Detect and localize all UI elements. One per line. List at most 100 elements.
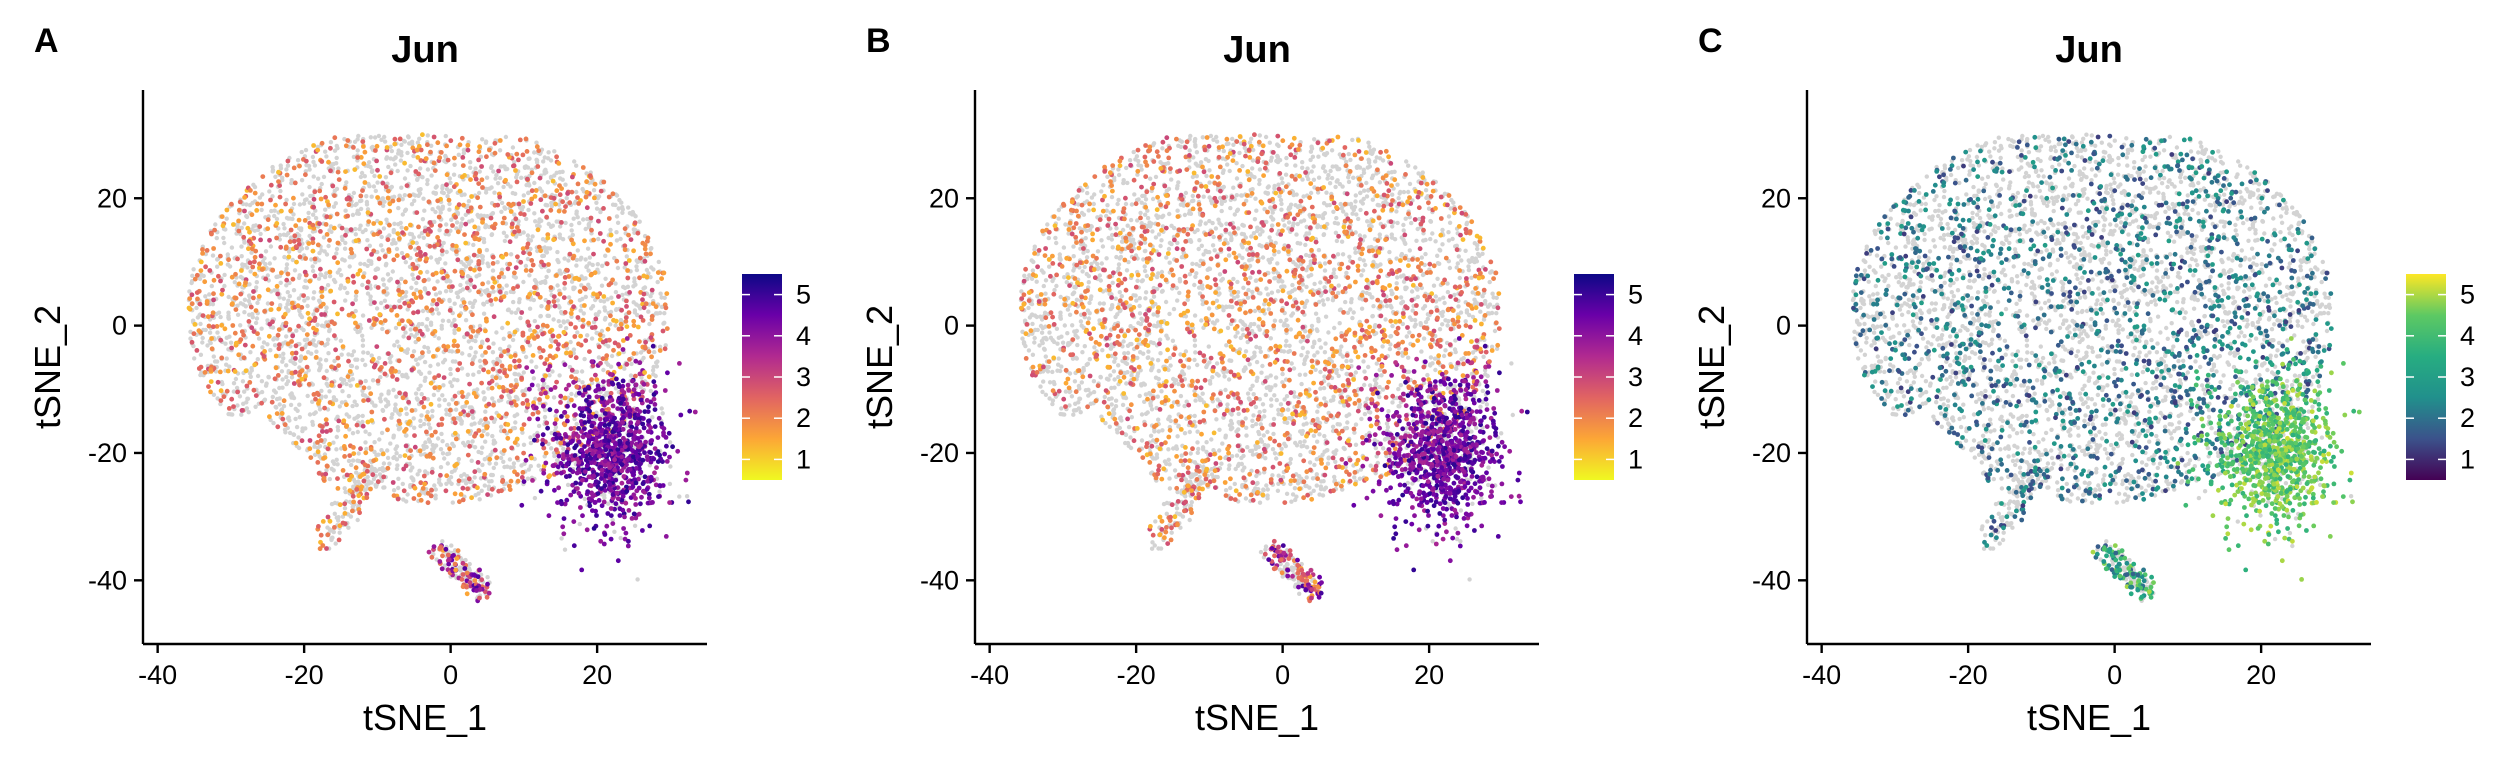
- scatter-point: [411, 310, 416, 316]
- scatter-point: [515, 478, 521, 484]
- scatter-point: [233, 307, 239, 312]
- scatter-point: [321, 235, 327, 240]
- scatter-point: [593, 508, 598, 514]
- scatter-point: [366, 160, 372, 165]
- scatter-point: [500, 474, 505, 480]
- scatter-point: [311, 174, 316, 179]
- scatter-point: [482, 483, 487, 488]
- scatter-point: [343, 232, 348, 238]
- scatter-point: [549, 446, 554, 451]
- scatter-point: [421, 473, 427, 479]
- scatter-point: [439, 326, 444, 331]
- scatter-point: [356, 503, 362, 508]
- scatter-point: [538, 197, 544, 203]
- scatter-point: [288, 402, 294, 408]
- scatter-point: [555, 458, 560, 463]
- scatter-point: [563, 342, 569, 348]
- scatter-point: [419, 413, 424, 418]
- scatter-point: [554, 273, 559, 278]
- scatter-point: [449, 383, 455, 389]
- scatter-point: [545, 180, 551, 185]
- scatter-point: [551, 195, 557, 201]
- scatter-point: [390, 374, 395, 379]
- scatter-point: [334, 457, 339, 462]
- scatter-point: [267, 237, 272, 243]
- scatter-point: [437, 290, 443, 295]
- scatter-point: [556, 453, 562, 459]
- scatter-point: [217, 369, 223, 375]
- scatter-point: [490, 433, 495, 439]
- scatter-point: [445, 442, 450, 448]
- scatter-point: [589, 227, 594, 233]
- scatter-point: [335, 169, 341, 175]
- scatter-point: [198, 372, 203, 378]
- scatter-point: [502, 370, 507, 376]
- scatter-point: [478, 364, 483, 369]
- scatter-point: [493, 296, 499, 302]
- scatter-point: [417, 468, 422, 473]
- scatter-point: [555, 283, 560, 288]
- scatter-point: [192, 276, 198, 282]
- scatter-point: [418, 249, 423, 255]
- scatter-point: [544, 394, 550, 400]
- scatter-point: [580, 317, 586, 323]
- scatter-point: [664, 326, 670, 331]
- scatter-point: [206, 384, 211, 389]
- scatter-point: [439, 416, 445, 422]
- scatter-point: [423, 156, 429, 162]
- scatter-point: [497, 138, 503, 143]
- scatter-point: [574, 211, 579, 216]
- scatter-point: [578, 308, 583, 313]
- scatter-point: [394, 451, 399, 456]
- scatter-point: [640, 318, 646, 323]
- scatter-point: [411, 291, 417, 297]
- scatter-point: [344, 472, 350, 478]
- scatter-point: [413, 339, 418, 345]
- scatter-point: [374, 468, 379, 474]
- scatter-point: [620, 426, 626, 432]
- scatter-point: [420, 132, 425, 138]
- scatter-point: [532, 278, 538, 283]
- scatter-point: [589, 306, 594, 311]
- scatter-point: [447, 207, 452, 212]
- scatter-point: [551, 294, 557, 299]
- scatter-point: [547, 329, 553, 335]
- scatter-point: [401, 138, 407, 144]
- scatter-point: [468, 277, 474, 283]
- scatter-point: [349, 250, 355, 256]
- scatter-point: [273, 365, 279, 371]
- scatter-point: [488, 298, 494, 303]
- scatter-point: [608, 390, 614, 396]
- scatter-point: [622, 366, 627, 371]
- scatter-point: [523, 354, 529, 360]
- scatter-point: [615, 496, 621, 502]
- scatter-point: [424, 305, 429, 311]
- scatter-point: [458, 492, 464, 497]
- scatter-point: [330, 183, 336, 189]
- scatter-point: [235, 389, 241, 395]
- scatter-point: [287, 294, 292, 299]
- scatter-point: [562, 501, 568, 507]
- scatter-point: [608, 506, 614, 511]
- scatter-point: [525, 176, 530, 182]
- scatter-point: [416, 143, 422, 149]
- scatter-point: [384, 217, 389, 222]
- scatter-point: [560, 177, 565, 182]
- scatter-point: [412, 198, 417, 203]
- scatter-point: [423, 469, 428, 474]
- scatter-point: [215, 257, 220, 262]
- scatter-point: [307, 438, 313, 443]
- scatter-point: [208, 367, 214, 373]
- scatter-point: [323, 149, 328, 154]
- scatter-point: [372, 362, 378, 368]
- scatter-point: [378, 375, 383, 380]
- scatter-point: [616, 351, 622, 356]
- scatter-point: [278, 280, 283, 285]
- scatter-point: [353, 232, 358, 237]
- scatter-point: [568, 426, 574, 431]
- scatter-point: [417, 328, 423, 334]
- scatter-point: [615, 265, 621, 271]
- scatter-point: [651, 364, 656, 370]
- scatter-point: [467, 561, 472, 567]
- scatter-point: [641, 355, 646, 361]
